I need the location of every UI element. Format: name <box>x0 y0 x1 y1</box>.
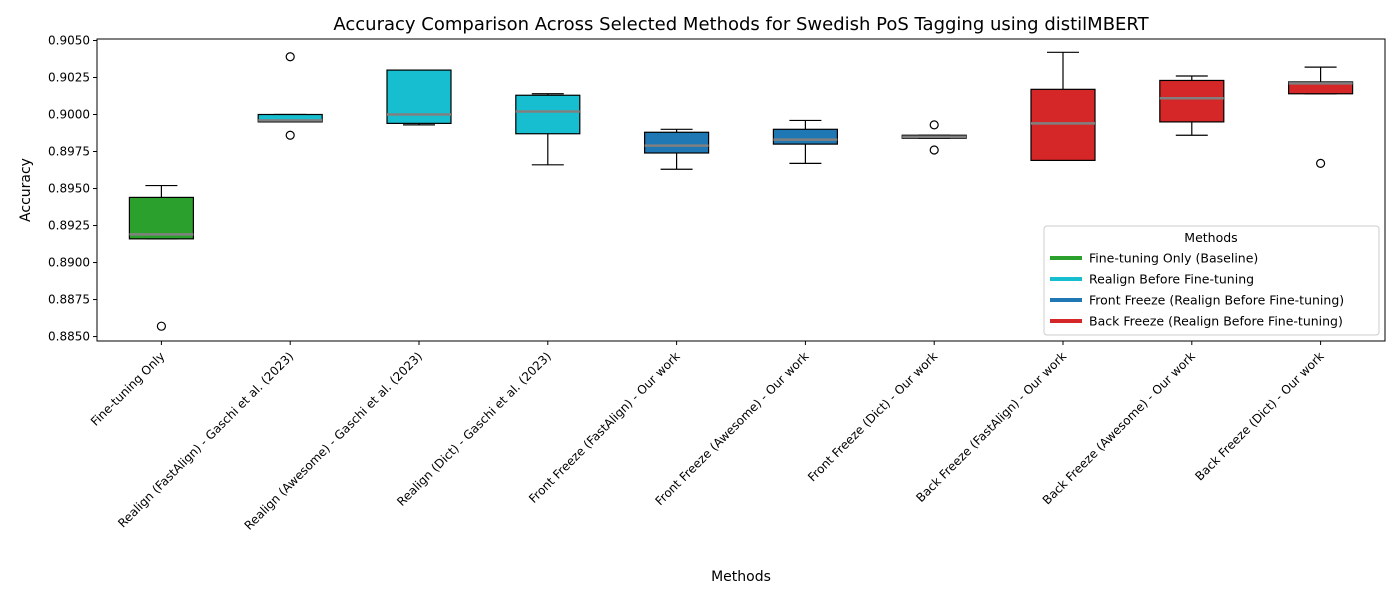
y-tick-label: 0.8875 <box>48 293 90 307</box>
box-body <box>1159 79 1225 123</box>
box-body <box>515 94 581 135</box>
box-4 <box>515 93 581 166</box>
legend: Methods Fine-tuning Only (Baseline) Reali… <box>1043 225 1380 336</box>
box-1 <box>128 184 194 331</box>
box-8 <box>1030 51 1096 161</box>
outlier-point <box>929 120 939 130</box>
plot-frame <box>96 38 1386 342</box>
outlier-point <box>156 321 166 331</box>
box-2 <box>257 52 323 140</box>
legend-title: Methods <box>1184 230 1237 245</box>
box-body <box>772 128 839 145</box>
y-tick-label: 0.9025 <box>48 70 90 84</box>
legend-entry-label: Realign Before Fine-tuning <box>1089 272 1254 287</box>
y-axis-title: Accuracy <box>18 158 34 222</box>
legend-entry-label: Back Freeze (Realign Before Fine-tuning) <box>1089 314 1343 329</box>
chart-title: Accuracy Comparison Across Selected Meth… <box>333 14 1149 35</box>
y-tick-label: 0.8850 <box>48 330 90 344</box>
legend-frame <box>1043 225 1380 336</box>
box-body <box>1030 88 1096 161</box>
box-body <box>643 131 710 154</box>
y-tick-label: 0.8950 <box>48 182 90 196</box>
box-3 <box>386 69 452 126</box>
outlier-point <box>1315 158 1326 168</box>
y-tick-label: 0.8925 <box>48 219 90 233</box>
outlier-point <box>285 52 295 62</box>
outlier-point <box>929 145 939 155</box>
box-10 <box>1287 66 1354 168</box>
box-body <box>128 196 194 240</box>
box-body <box>1287 81 1354 95</box>
box-body <box>257 113 323 123</box>
x-axis-title: Methods <box>711 569 771 585</box>
box-7 <box>901 120 967 155</box>
box-9 <box>1159 75 1225 136</box>
box-6 <box>772 119 839 164</box>
y-tick-label: 0.8975 <box>48 145 90 159</box>
box-5 <box>643 128 710 170</box>
y-tick-label: 0.9000 <box>48 108 90 122</box>
outlier-point <box>285 130 295 140</box>
legend-entry-label: Front Freeze (Realign Before Fine-tuning… <box>1089 293 1344 308</box>
y-tick-label: 0.8900 <box>48 256 90 270</box>
y-tick-label: 0.9050 <box>48 33 90 47</box>
legend-entry-label: Fine-tuning Only (Baseline) <box>1089 251 1258 266</box>
